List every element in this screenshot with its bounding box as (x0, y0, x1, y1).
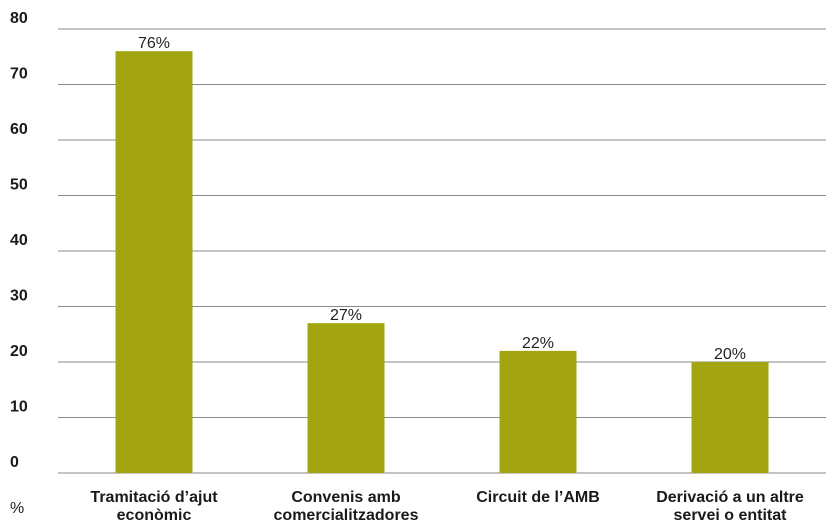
category-label-line: comercialitzadores (274, 507, 419, 524)
category-label: Convenis amb comercialitzadores (274, 489, 419, 524)
data-label: 27% (330, 307, 362, 324)
data-label: 20% (714, 346, 746, 363)
category-label-line: Convenis amb (291, 489, 401, 506)
data-labels: 76% 27% 22% 20% (138, 35, 746, 363)
category-label: Derivació a un altre servei o entitat (656, 489, 804, 524)
category-label-line: Tramitació d’ajut (90, 489, 218, 506)
category-label: Tramitació d’ajut econòmic (90, 489, 218, 524)
category-label-line: econòmic (117, 507, 192, 524)
y-axis-unit-label: % (10, 500, 24, 517)
y-tick-label: 0 (10, 454, 19, 471)
y-tick-label: 70 (10, 66, 28, 83)
data-label: 76% (138, 35, 170, 52)
y-tick-label: 50 (10, 177, 28, 194)
category-label: Circuit de l’AMB (476, 489, 600, 506)
category-labels: Tramitació d’ajut econòmic Convenis amb com… (90, 489, 803, 524)
y-tick-label: 10 (10, 399, 28, 416)
bar (499, 350, 577, 473)
bar (307, 323, 385, 473)
data-label: 22% (522, 335, 554, 352)
category-label-line: servei o entitat (674, 507, 788, 524)
y-tick-label: 30 (10, 288, 28, 305)
y-tick-label: 20 (10, 343, 28, 360)
y-tick-label: 60 (10, 121, 28, 138)
y-axis-ticks: 0 10 20 30 40 50 60 70 80 (10, 10, 28, 471)
y-tick-label: 40 (10, 232, 28, 249)
bar (115, 51, 193, 473)
bar (691, 362, 769, 473)
category-label-line: Derivació a un altre (656, 489, 804, 506)
y-tick-label: 80 (10, 10, 28, 27)
bars (115, 51, 769, 473)
category-label-line: Circuit de l’AMB (476, 489, 600, 506)
